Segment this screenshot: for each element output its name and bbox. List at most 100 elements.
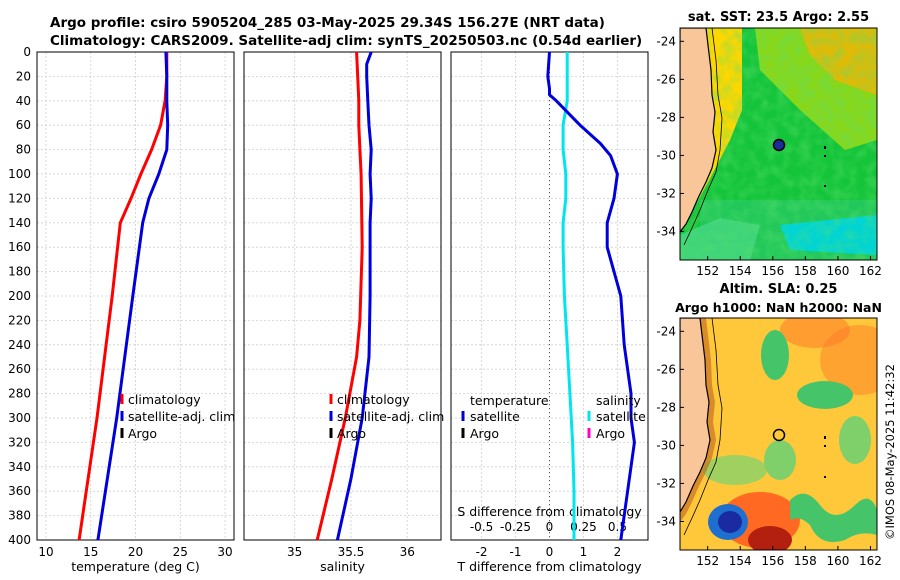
sla-eddy-core [718,511,742,533]
s-tick-label: -0.25 [500,520,531,534]
y-tick-label: 240 [8,338,31,352]
sla-low-4 [703,455,767,485]
legend-climatology: climatology [337,392,410,407]
sla-lat-label: -34 [656,514,676,528]
legend-sal-argo: Argo [596,426,625,441]
legend-climatology: climatology [128,392,201,407]
x-tick-label: -2 [476,545,488,559]
x-tick-label: 2 [614,545,622,559]
sla-float-dot [824,445,826,447]
legend-satellite: satellite-adj. clim [128,409,235,424]
y-tick-label: 40 [16,94,31,108]
sst-argo-marker [772,138,786,152]
sst-map-frame [679,27,878,261]
legend-temp-heading: temperature [470,393,549,408]
sla-high-n [780,318,850,348]
sla-map [680,318,877,550]
x-axis-label: T difference from climatology [456,559,642,574]
sst-lon-label: 152 [696,264,719,278]
x-tick-label: 36 [400,545,415,559]
s-tick-label: -0.5 [470,520,493,534]
sla-land [680,318,711,514]
sst-lon-label: 162 [859,264,882,278]
s-axis-label: S difference from climatology [457,504,642,519]
sla-lon-label: 156 [761,554,784,568]
s-tick-label: 0 [546,520,554,534]
title-line-2: Climatology: CARS2009. Satellite-adj cli… [50,33,643,49]
sla-low-1 [761,330,789,380]
sst-lat-label: -26 [656,72,676,86]
y-tick-label: 280 [8,387,31,401]
sla-lat-label: -26 [656,362,676,376]
y-tick-label: 400 [8,533,31,547]
sst-lat-label: -34 [656,224,676,238]
y-tick-label: 60 [16,118,31,132]
sal-satellite-line [335,51,373,541]
sla-map-title-1: Altim. SLA: 0.25 [719,282,838,297]
x-tick-label: 20 [128,545,143,559]
s-tick-label: 0.25 [570,520,597,534]
y-tick-label: 340 [8,460,31,474]
y-tick-label: 100 [8,167,31,181]
sst-lon-label: 160 [826,264,849,278]
sst-float-dot [824,185,826,187]
sla-low-3 [839,416,871,464]
sla-lon-label: 154 [729,554,752,568]
y-tick-label: 160 [8,240,31,254]
sst-land [680,28,717,233]
y-tick-label: 120 [8,191,31,205]
sst-lon-label: 154 [729,264,752,278]
sst-float-dot [824,155,826,157]
y-tick-label: 80 [16,143,31,157]
axes-frame [36,51,235,541]
sla-lon-label: 158 [794,554,817,568]
temp-satellite-line [96,51,170,541]
legend-sal-satellite: satellite [596,409,646,424]
sla-shelf-contour [683,318,723,536]
sst-shelf-contour [683,28,723,246]
sla-lon-label: 162 [859,554,882,568]
sla-low-6 [790,493,877,543]
y-tick-label: 300 [8,411,31,425]
sla-low-5 [764,440,796,480]
x-axis-label: salinity [320,559,365,574]
sst-lon-label: 156 [761,264,784,278]
x-tick-label: 10 [38,545,53,559]
y-tick-label: 260 [8,362,31,376]
sla-map-frame [679,317,878,551]
sla-lon-label: 160 [826,554,849,568]
legend-sal-heading: salinity [596,393,641,408]
timestamp-stamp: ©IMOS 08-May-2025 11:42:32 [883,364,897,540]
legend-argo: Argo [128,426,157,441]
sst-lat-label: -28 [656,110,676,124]
sla-high-s-core [748,526,792,550]
sla-argo-marker [772,428,786,442]
sla-float-dot [824,436,826,439]
legend-satellite: satellite-adj. clim [337,409,444,424]
y-tick-label: 360 [8,484,31,498]
y-tick-label: 20 [16,69,31,83]
sst-lat-label: -24 [656,34,676,48]
sla-lon-label: 152 [696,554,719,568]
sla-lat-label: -24 [656,324,676,338]
sla-lat-label: -30 [656,438,676,452]
y-tick-label: 380 [8,509,31,523]
y-tick-label: 320 [8,435,31,449]
y-tick-label: 180 [8,265,31,279]
sla-float-dot [824,476,826,478]
sal-climatology-line [315,51,364,541]
x-tick-label: 0 [546,545,554,559]
x-tick-label: 1 [580,545,588,559]
axes-frame [243,51,442,541]
sst-map [680,28,877,260]
sla-map-title-2: Argo h1000: NaN h2000: NaN [675,300,882,315]
x-tick-label: -1 [510,545,522,559]
sla-lat-label: -32 [656,476,676,490]
legend-temp-argo: Argo [470,426,499,441]
x-axis-label: temperature (deg C) [71,559,200,574]
x-tick-label: 30 [217,545,232,559]
y-tick-label: 220 [8,313,31,327]
x-tick-label: 35.5 [338,545,365,559]
tdiff-satellite-line [546,51,636,541]
